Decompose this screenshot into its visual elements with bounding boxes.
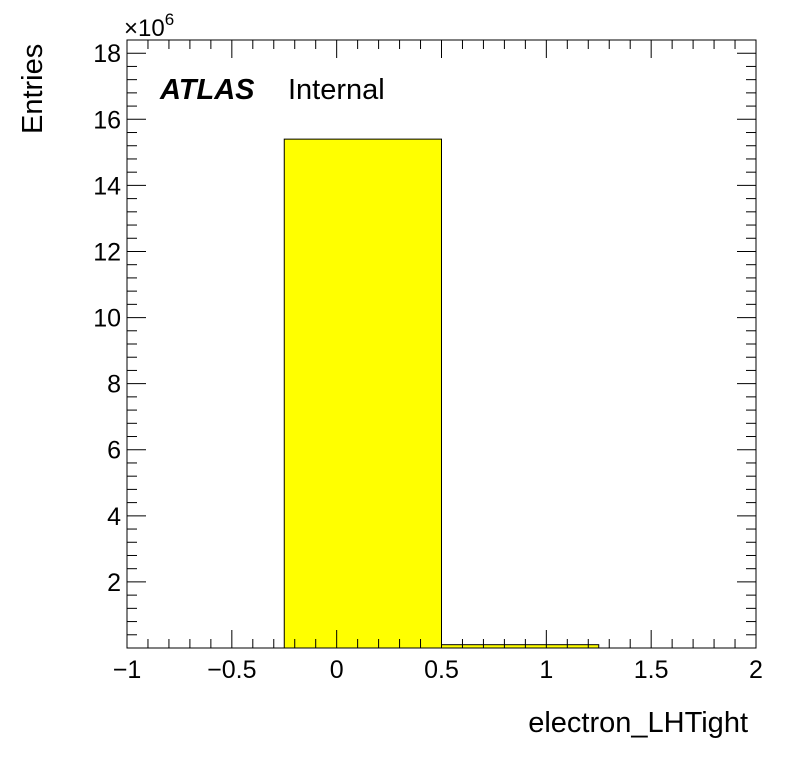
x-axis-label: electron_LHTight xyxy=(528,707,748,739)
y-multiplier: ×106 xyxy=(124,10,174,42)
y-axis-label: Entries xyxy=(17,44,49,134)
x-tick-label: 1 xyxy=(539,656,553,684)
y-tick-label: 12 xyxy=(93,238,121,266)
y-tick-labels: 2 4 6 8 10 12 14 16 18 xyxy=(93,40,121,597)
histogram-bars xyxy=(283,138,600,649)
x-tick-label: −0.5 xyxy=(207,656,256,684)
x-tick-label: 1.5 xyxy=(634,656,669,684)
y-tick-label: 6 xyxy=(107,437,121,465)
x-tick-labels: −1 −0.5 0 0.5 1 1.5 2 xyxy=(113,656,763,684)
y-tick-label: 16 xyxy=(93,106,121,134)
x-tick-label: −1 xyxy=(113,656,142,684)
x-tick-label: 2 xyxy=(749,656,763,684)
y-tick-label: 8 xyxy=(107,371,121,399)
histogram-bar xyxy=(283,138,442,649)
x-tick-label: 0.5 xyxy=(424,656,459,684)
internal-label: Internal xyxy=(288,74,385,106)
y-tick-label: 14 xyxy=(93,172,121,200)
plot-frame xyxy=(126,39,757,649)
y-tick-label: 18 xyxy=(93,40,121,68)
y-multiplier-exponent: 6 xyxy=(165,10,174,29)
y-tick-label: 4 xyxy=(107,503,121,531)
axis-ticks xyxy=(126,39,757,648)
y-tick-label: 10 xyxy=(93,305,121,333)
y-tick-label: 2 xyxy=(107,569,121,597)
atlas-label: ATLAS xyxy=(159,74,255,106)
x-tick-label: 0 xyxy=(330,656,344,684)
